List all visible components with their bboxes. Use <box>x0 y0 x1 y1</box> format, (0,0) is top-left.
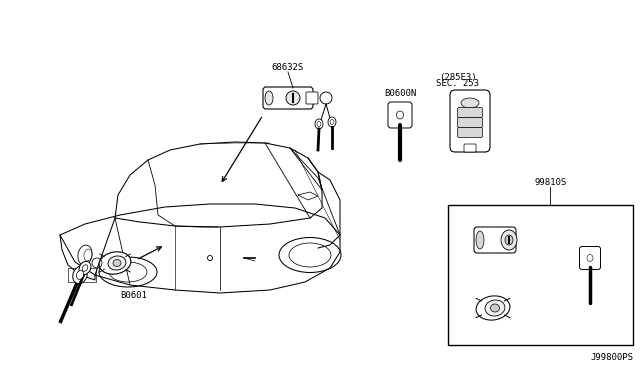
Ellipse shape <box>286 91 300 105</box>
Ellipse shape <box>265 91 273 105</box>
Ellipse shape <box>79 262 91 275</box>
Text: B0600N: B0600N <box>384 89 416 98</box>
FancyBboxPatch shape <box>458 108 483 118</box>
Ellipse shape <box>99 252 131 274</box>
Ellipse shape <box>501 230 517 250</box>
FancyBboxPatch shape <box>388 102 412 128</box>
Ellipse shape <box>505 235 513 245</box>
Ellipse shape <box>328 117 336 127</box>
Ellipse shape <box>485 300 505 316</box>
Text: 68632S: 68632S <box>272 63 304 72</box>
FancyBboxPatch shape <box>464 144 476 152</box>
Text: B0601: B0601 <box>120 291 147 300</box>
FancyBboxPatch shape <box>450 90 490 152</box>
Ellipse shape <box>330 119 334 125</box>
Ellipse shape <box>461 98 479 108</box>
Ellipse shape <box>490 304 499 312</box>
Ellipse shape <box>315 119 323 129</box>
Ellipse shape <box>82 265 88 271</box>
Text: J99800PS: J99800PS <box>590 353 633 362</box>
Ellipse shape <box>73 266 87 284</box>
Ellipse shape <box>476 296 510 320</box>
FancyBboxPatch shape <box>458 128 483 138</box>
Ellipse shape <box>476 231 484 249</box>
Text: (285E3): (285E3) <box>439 73 477 82</box>
Ellipse shape <box>76 270 84 279</box>
Text: SEC. 253: SEC. 253 <box>436 79 479 88</box>
Ellipse shape <box>113 260 121 266</box>
FancyBboxPatch shape <box>263 87 313 109</box>
Bar <box>448 205 633 345</box>
FancyBboxPatch shape <box>474 227 516 253</box>
Ellipse shape <box>397 111 403 119</box>
Ellipse shape <box>108 256 126 270</box>
Ellipse shape <box>587 254 593 262</box>
Text: 99810S: 99810S <box>534 178 566 187</box>
Ellipse shape <box>317 122 321 126</box>
FancyBboxPatch shape <box>458 118 483 128</box>
Bar <box>68 268 96 282</box>
FancyBboxPatch shape <box>306 92 318 104</box>
FancyBboxPatch shape <box>579 247 600 269</box>
